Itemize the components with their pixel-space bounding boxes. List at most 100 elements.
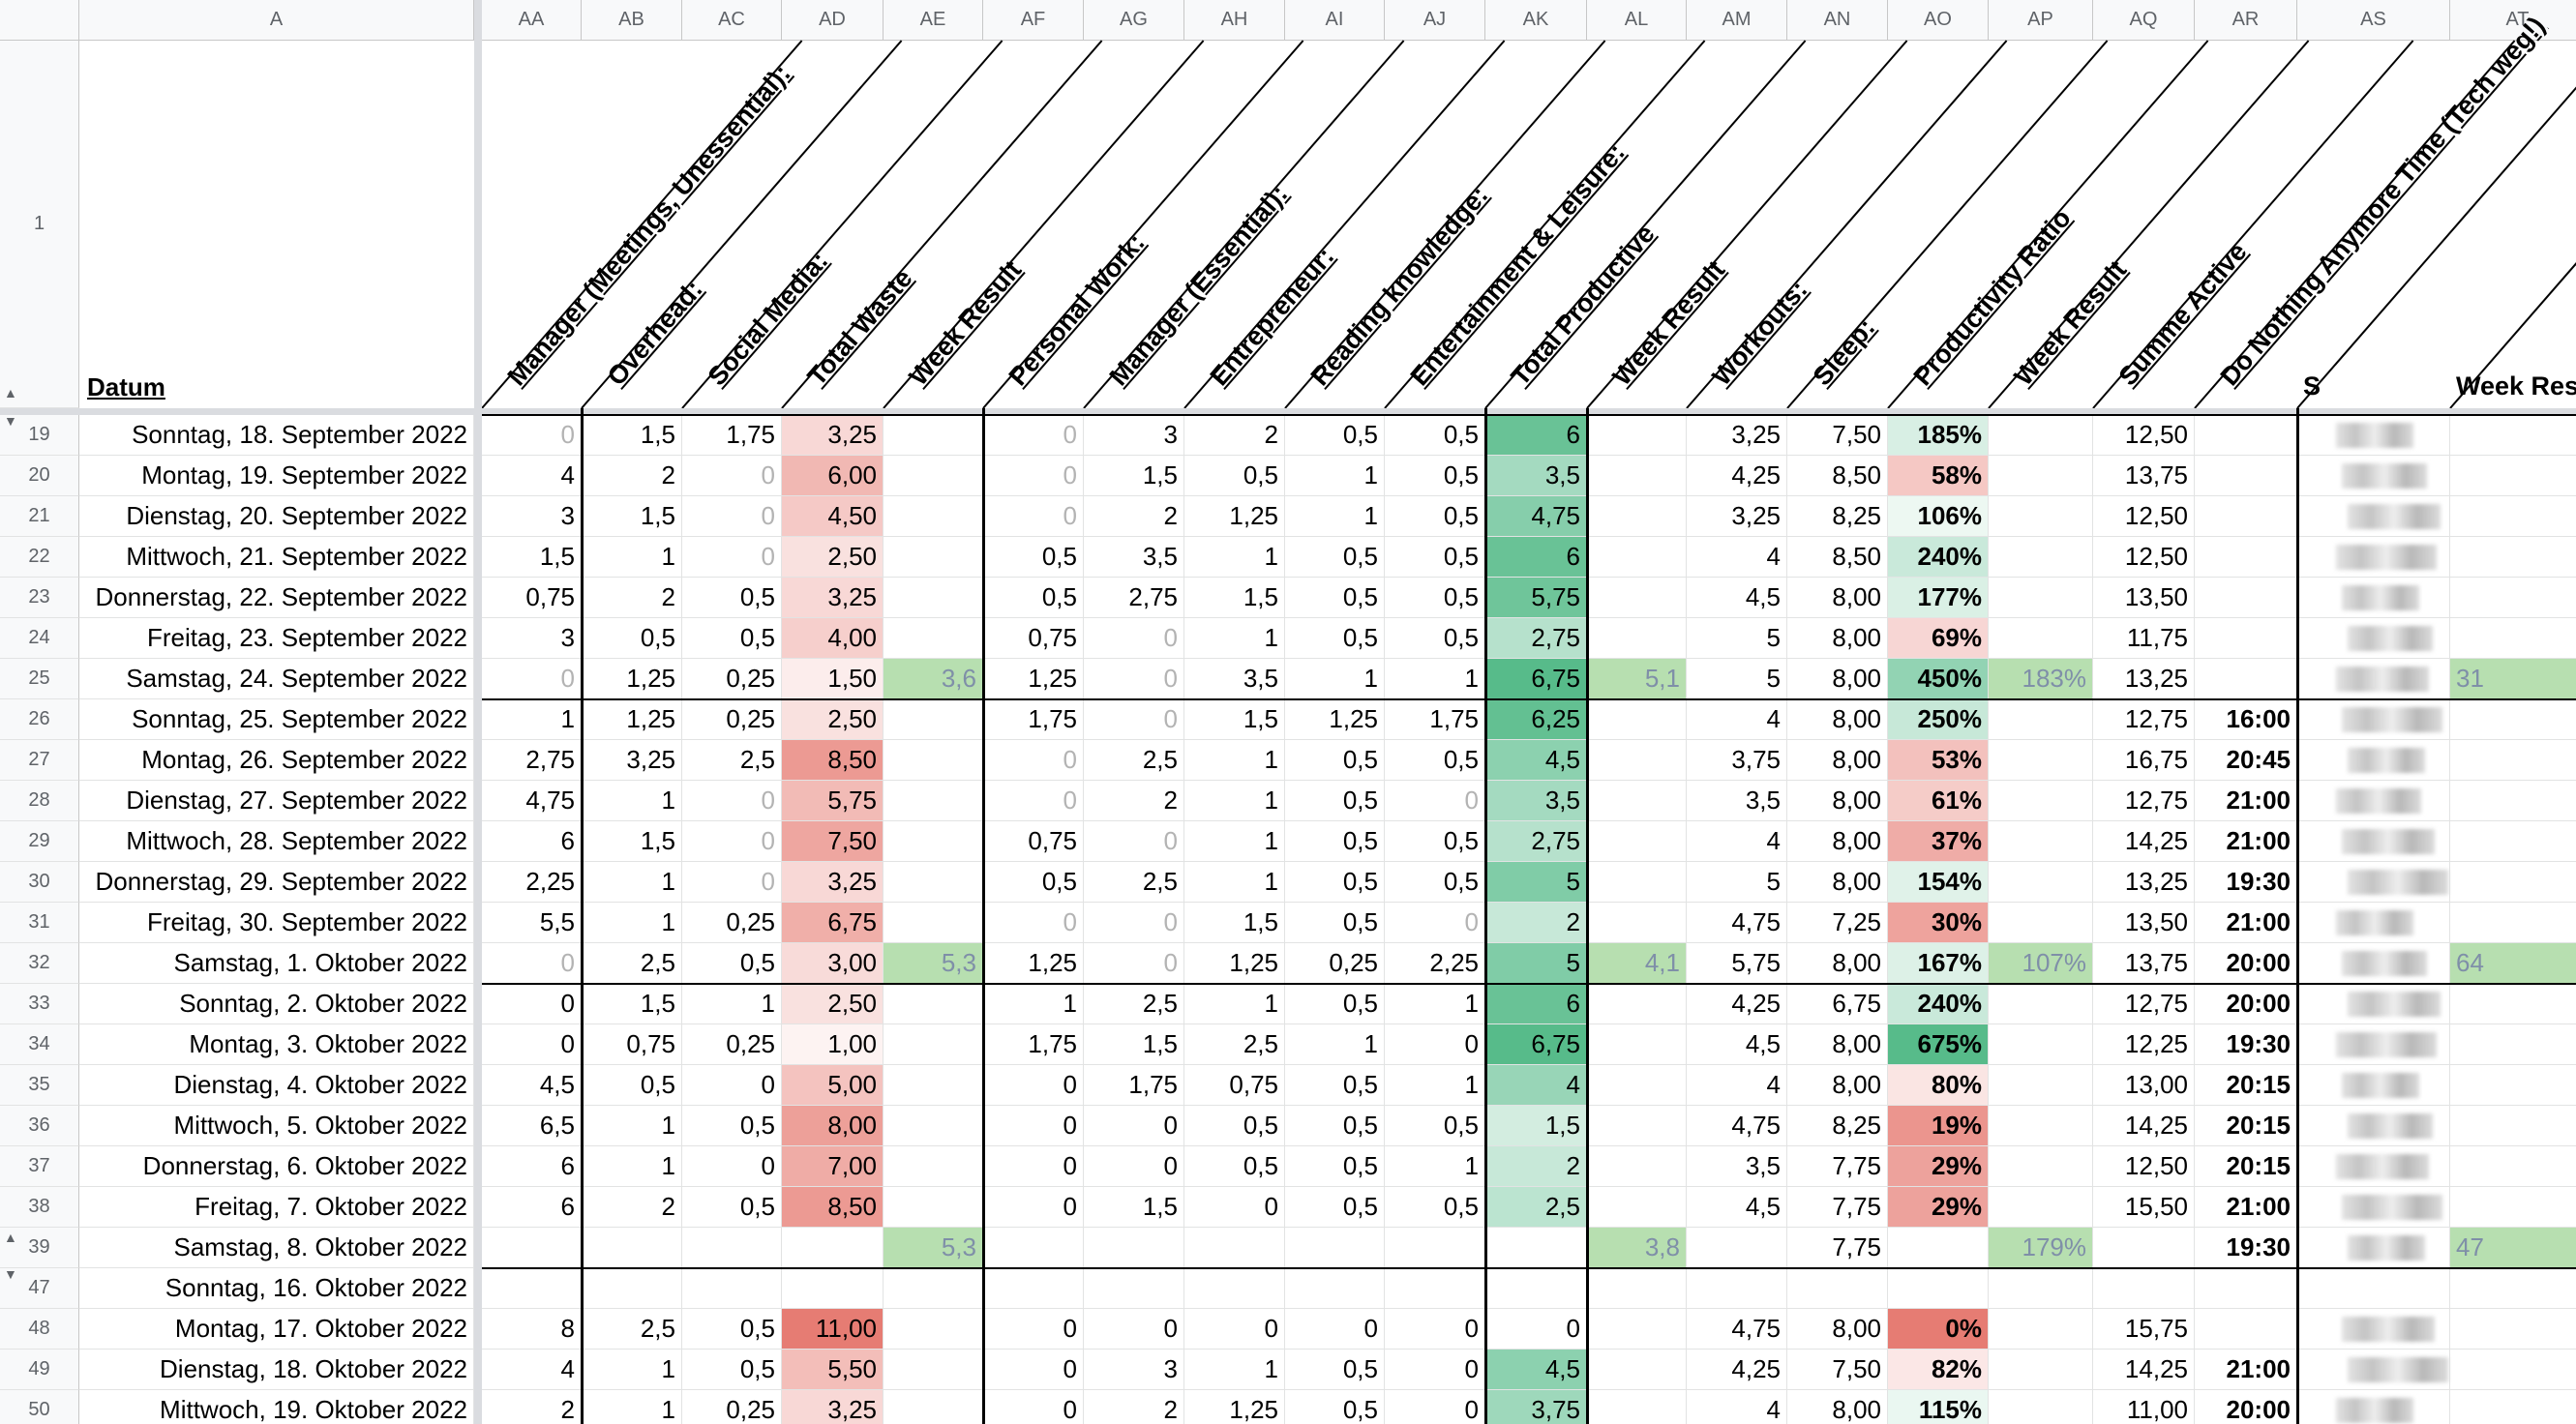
- cell-ar-26[interactable]: 16:00: [2195, 699, 2297, 740]
- cell-aj-39[interactable]: [1385, 1228, 1485, 1268]
- cell-as-26[interactable]: [2297, 699, 2450, 740]
- cell-ab-48[interactable]: 2,5: [582, 1309, 682, 1350]
- cell-ai-22[interactable]: 0,5: [1285, 537, 1385, 578]
- date-cell[interactable]: Donnerstag, 6. Oktober 2022: [79, 1146, 474, 1187]
- cell-an-35[interactable]: 8,00: [1787, 1065, 1888, 1106]
- cell-aq-32[interactable]: 13,75: [2093, 943, 2195, 984]
- cell-ab-19[interactable]: 1,5: [582, 415, 682, 456]
- cell-af-47[interactable]: [983, 1268, 1084, 1309]
- cell-ag-30[interactable]: 2,5: [1084, 862, 1184, 903]
- row-header-36[interactable]: 36: [0, 1106, 79, 1146]
- cell-aa-29[interactable]: 6: [482, 821, 582, 862]
- cell-ai-29[interactable]: 0,5: [1285, 821, 1385, 862]
- cell-ao-22[interactable]: 240%: [1888, 537, 1989, 578]
- cell-ae-24[interactable]: [884, 618, 983, 659]
- cell-ab-22[interactable]: 1: [582, 537, 682, 578]
- cell-al-31[interactable]: [1587, 903, 1687, 943]
- cell-aj-49[interactable]: 0: [1385, 1350, 1485, 1390]
- header-datum[interactable]: Datum: [87, 372, 165, 401]
- cell-am-36[interactable]: 4,75: [1687, 1106, 1787, 1146]
- row-header-37[interactable]: 37: [0, 1146, 79, 1187]
- cell-ao-48[interactable]: 0%: [1888, 1309, 1989, 1350]
- cell-af-22[interactable]: 0,5: [983, 537, 1084, 578]
- cell-af-33[interactable]: 1: [983, 984, 1084, 1024]
- cell-ar-19[interactable]: [2195, 415, 2297, 456]
- cell-ap-32[interactable]: 107%: [1989, 943, 2093, 984]
- cell-ac-24[interactable]: 0,5: [682, 618, 782, 659]
- cell-at-32[interactable]: 64: [2450, 943, 2576, 984]
- cell-ak-19[interactable]: 6: [1485, 415, 1587, 456]
- cell-al-27[interactable]: [1587, 740, 1687, 781]
- cell-ad-26[interactable]: 2,50: [782, 699, 884, 740]
- cell-an-29[interactable]: 8,00: [1787, 821, 1888, 862]
- cell-aj-50[interactable]: 0: [1385, 1390, 1485, 1424]
- cell-ae-50[interactable]: [884, 1390, 983, 1424]
- cell-aq-38[interactable]: 15,50: [2093, 1187, 2195, 1228]
- cell-aa-26[interactable]: 1: [482, 699, 582, 740]
- cell-al-35[interactable]: [1587, 1065, 1687, 1106]
- date-cell[interactable]: Sonntag, 16. Oktober 2022: [79, 1268, 474, 1309]
- cell-ad-34[interactable]: 1,00: [782, 1024, 884, 1065]
- freeze-row-divider[interactable]: [0, 408, 2576, 415]
- cell-aq-39[interactable]: [2093, 1228, 2195, 1268]
- cell-aa-37[interactable]: 6: [482, 1146, 582, 1187]
- cell-at-25[interactable]: 31: [2450, 659, 2576, 699]
- cell-af-34[interactable]: 1,75: [983, 1024, 1084, 1065]
- cell-al-47[interactable]: [1587, 1268, 1687, 1309]
- cell-ar-33[interactable]: 20:00: [2195, 984, 2297, 1024]
- cell-aq-23[interactable]: 13,50: [2093, 578, 2195, 618]
- cell-ae-34[interactable]: [884, 1024, 983, 1065]
- cell-af-38[interactable]: 0: [983, 1187, 1084, 1228]
- cell-ar-50[interactable]: 20:00: [2195, 1390, 2297, 1424]
- cell-ai-36[interactable]: 0,5: [1285, 1106, 1385, 1146]
- row-header-38[interactable]: 38: [0, 1187, 79, 1228]
- cell-aj-26[interactable]: 1,75: [1385, 699, 1485, 740]
- cell-ae-21[interactable]: [884, 496, 983, 537]
- cell-ai-23[interactable]: 0,5: [1285, 578, 1385, 618]
- cell-ag-33[interactable]: 2,5: [1084, 984, 1184, 1024]
- cell-at-34[interactable]: [2450, 1024, 2576, 1065]
- cell-ak-22[interactable]: 6: [1485, 537, 1587, 578]
- cell-ai-26[interactable]: 1,25: [1285, 699, 1385, 740]
- date-cell[interactable]: Dienstag, 20. September 2022: [79, 496, 474, 537]
- cell-an-27[interactable]: 8,00: [1787, 740, 1888, 781]
- cell-ad-24[interactable]: 4,00: [782, 618, 884, 659]
- cell-aj-38[interactable]: 0,5: [1385, 1187, 1485, 1228]
- cell-at-31[interactable]: [2450, 903, 2576, 943]
- cell-ar-23[interactable]: [2195, 578, 2297, 618]
- cell-ag-35[interactable]: 1,75: [1084, 1065, 1184, 1106]
- date-cell[interactable]: Montag, 19. September 2022: [79, 456, 474, 496]
- cell-aq-19[interactable]: 12,50: [2093, 415, 2195, 456]
- cell-an-33[interactable]: 6,75: [1787, 984, 1888, 1024]
- row-header-32[interactable]: 32: [0, 943, 79, 984]
- cell-ad-48[interactable]: 11,00: [782, 1309, 884, 1350]
- cell-ak-27[interactable]: 4,5: [1485, 740, 1587, 781]
- row-header-33[interactable]: 33: [0, 984, 79, 1024]
- cell-ao-21[interactable]: 106%: [1888, 496, 1989, 537]
- cell-ah-24[interactable]: 1: [1184, 618, 1285, 659]
- cell-ae-31[interactable]: [884, 903, 983, 943]
- cell-ag-47[interactable]: [1084, 1268, 1184, 1309]
- cell-aa-19[interactable]: 0: [482, 415, 582, 456]
- cell-an-30[interactable]: 8,00: [1787, 862, 1888, 903]
- cell-ad-31[interactable]: 6,75: [782, 903, 884, 943]
- column-header-ai[interactable]: AI: [1285, 0, 1385, 41]
- cell-ae-29[interactable]: [884, 821, 983, 862]
- cell-ad-47[interactable]: [782, 1268, 884, 1309]
- cell-al-30[interactable]: [1587, 862, 1687, 903]
- row-header-20[interactable]: 20: [0, 456, 79, 496]
- cell-an-49[interactable]: 7,50: [1787, 1350, 1888, 1390]
- cell-ao-29[interactable]: 37%: [1888, 821, 1989, 862]
- cell-ag-19[interactable]: 3: [1084, 415, 1184, 456]
- cell-af-29[interactable]: 0,75: [983, 821, 1084, 862]
- cell-ak-32[interactable]: 5: [1485, 943, 1587, 984]
- row-header-24[interactable]: 24: [0, 618, 79, 659]
- cell-ak-38[interactable]: 2,5: [1485, 1187, 1587, 1228]
- cell-aa-39[interactable]: [482, 1228, 582, 1268]
- cell-ab-28[interactable]: 1: [582, 781, 682, 821]
- cell-al-25[interactable]: 5,1: [1587, 659, 1687, 699]
- cell-ae-32[interactable]: 5,3: [884, 943, 983, 984]
- cell-ac-21[interactable]: 0: [682, 496, 782, 537]
- cell-af-19[interactable]: 0: [983, 415, 1084, 456]
- cell-al-26[interactable]: [1587, 699, 1687, 740]
